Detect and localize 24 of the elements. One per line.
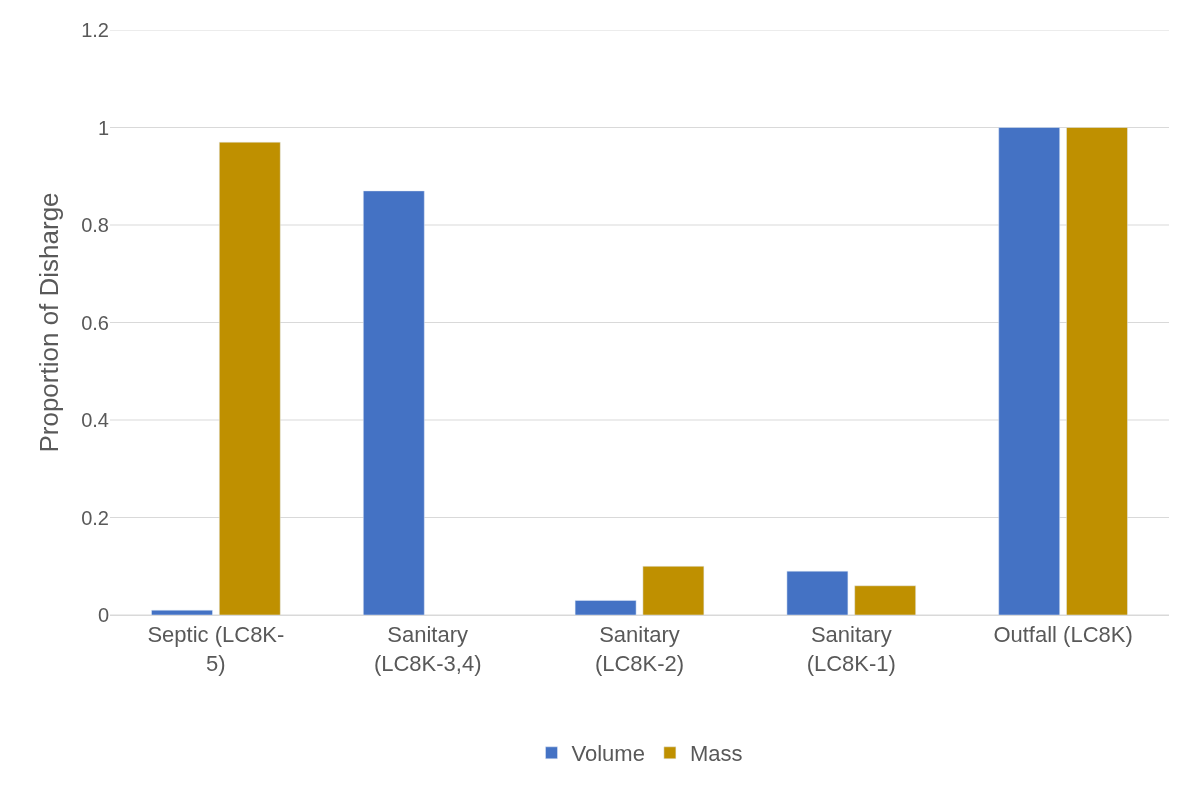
x-tick-label: Sanitary (LC8K-2) — [594, 622, 685, 676]
x-tick-label: Outfall (LC8K) — [993, 622, 1133, 648]
bar — [854, 585, 916, 615]
bar — [574, 600, 637, 615]
x-tick-label: Sanitary (LC8K-1) — [806, 622, 896, 676]
bar — [642, 566, 705, 615]
bar — [219, 141, 281, 615]
y-axis-title: Proportion of Disharge — [33, 192, 64, 453]
y-tick-label: 1 — [97, 116, 109, 139]
y-tick-label: 0.6 — [81, 311, 109, 334]
bar — [998, 127, 1060, 615]
bar — [151, 609, 213, 615]
y-tick-label: 0.8 — [81, 214, 109, 236]
bar — [1066, 127, 1128, 615]
y-tick-label: 0.2 — [81, 506, 109, 529]
y-tick-label: 1.2 — [81, 19, 109, 41]
y-tick-label: 0 — [97, 604, 109, 626]
x-tick-label: Septic (LC8K-5) — [147, 622, 285, 676]
bar — [363, 190, 425, 615]
bar — [786, 570, 849, 615]
y-tick-label: 0.4 — [81, 409, 109, 431]
x-tick-label: Sanitary (LC8K-3,4) — [373, 622, 482, 676]
legend-label: Volume — [571, 741, 645, 767]
legend-label: Mass — [689, 741, 743, 767]
